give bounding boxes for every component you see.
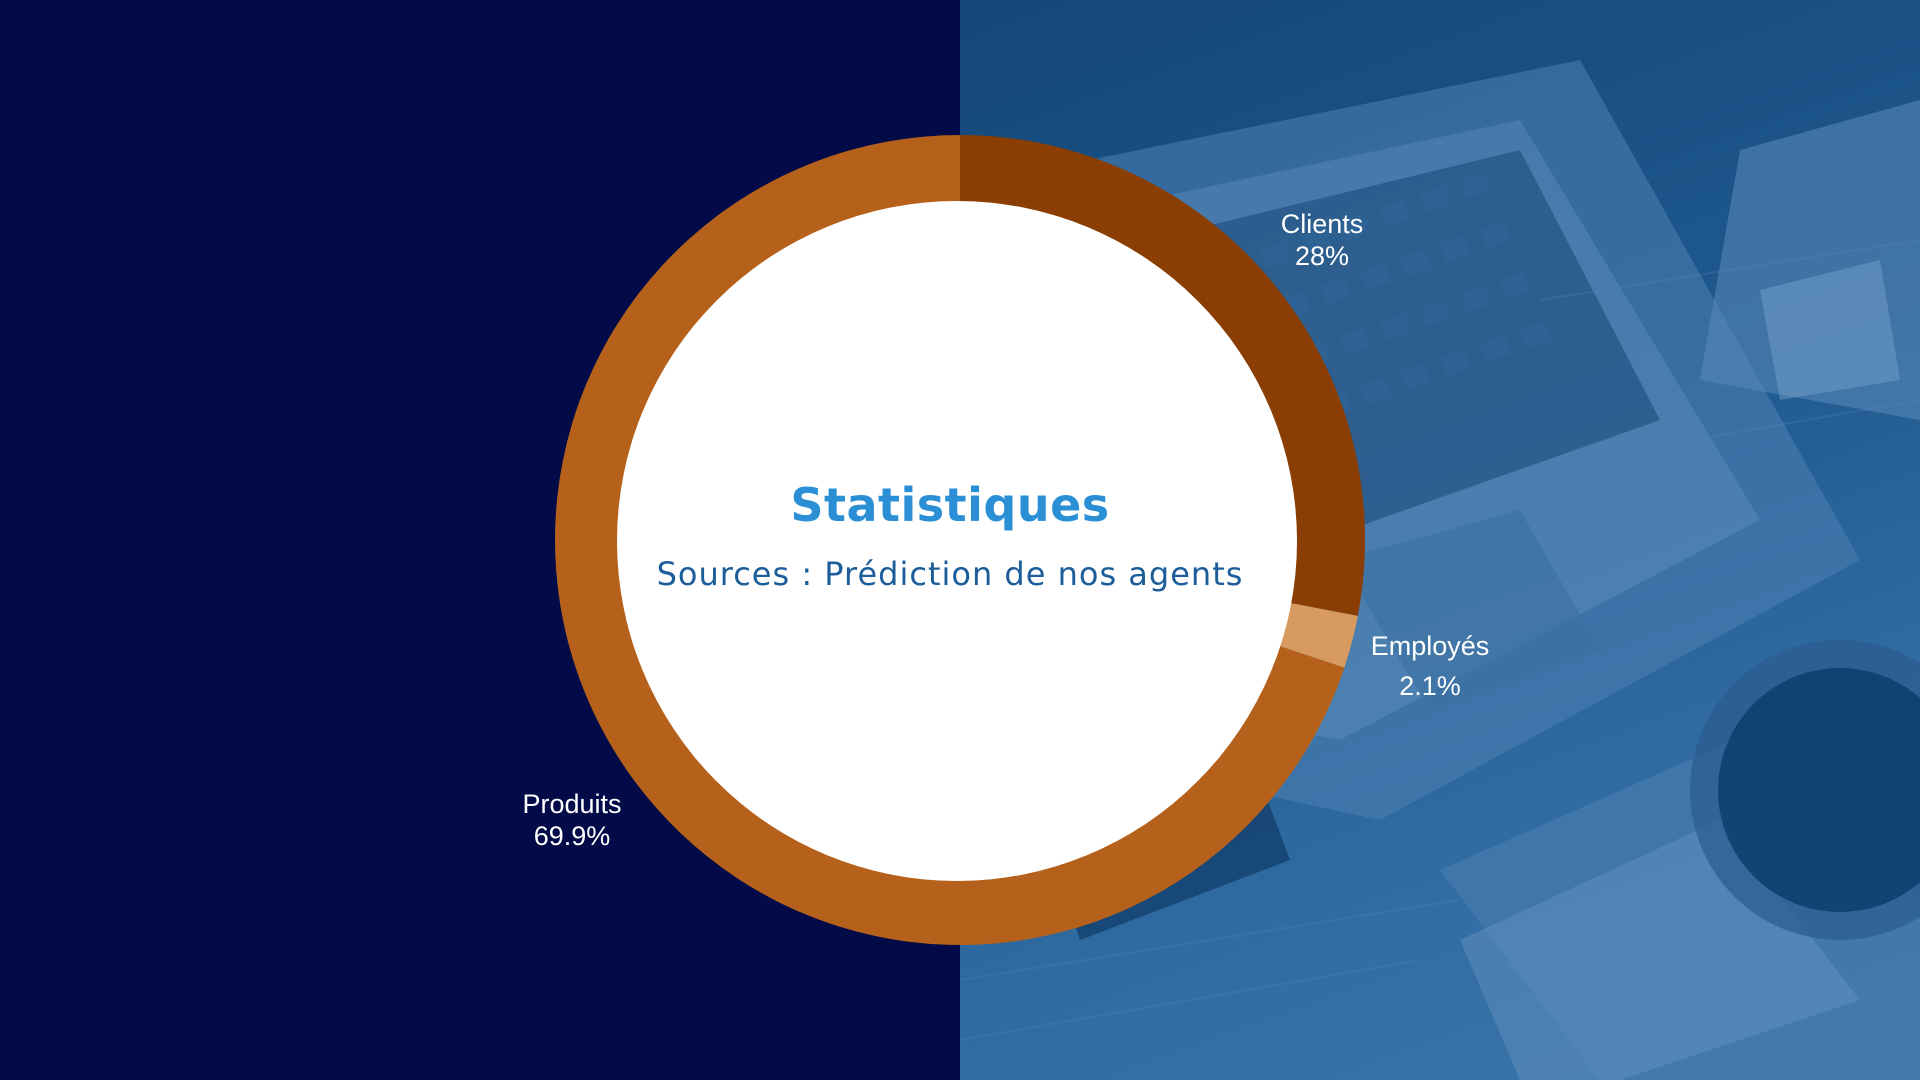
chart-title: Statistiques	[790, 478, 1110, 532]
slice-label-employes: Employés 2.1%	[1330, 626, 1530, 706]
slice-name-clients: Clients	[1280, 209, 1364, 239]
slice-label-clients: Clients 28%	[1222, 208, 1422, 272]
slice-name-employes: Employés	[1370, 631, 1490, 661]
chart-subtitle: Sources : Prédiction de nos agents	[656, 555, 1244, 593]
slice-value-produits: 69.9%	[533, 821, 611, 851]
donut-center	[617, 201, 1297, 881]
slice-label-produits: Produits 69.9%	[472, 788, 672, 852]
slice-value-employes: 2.1%	[1399, 671, 1461, 701]
slice-name-produits: Produits	[522, 789, 622, 819]
slice-value-clients: 28%	[1294, 241, 1350, 271]
